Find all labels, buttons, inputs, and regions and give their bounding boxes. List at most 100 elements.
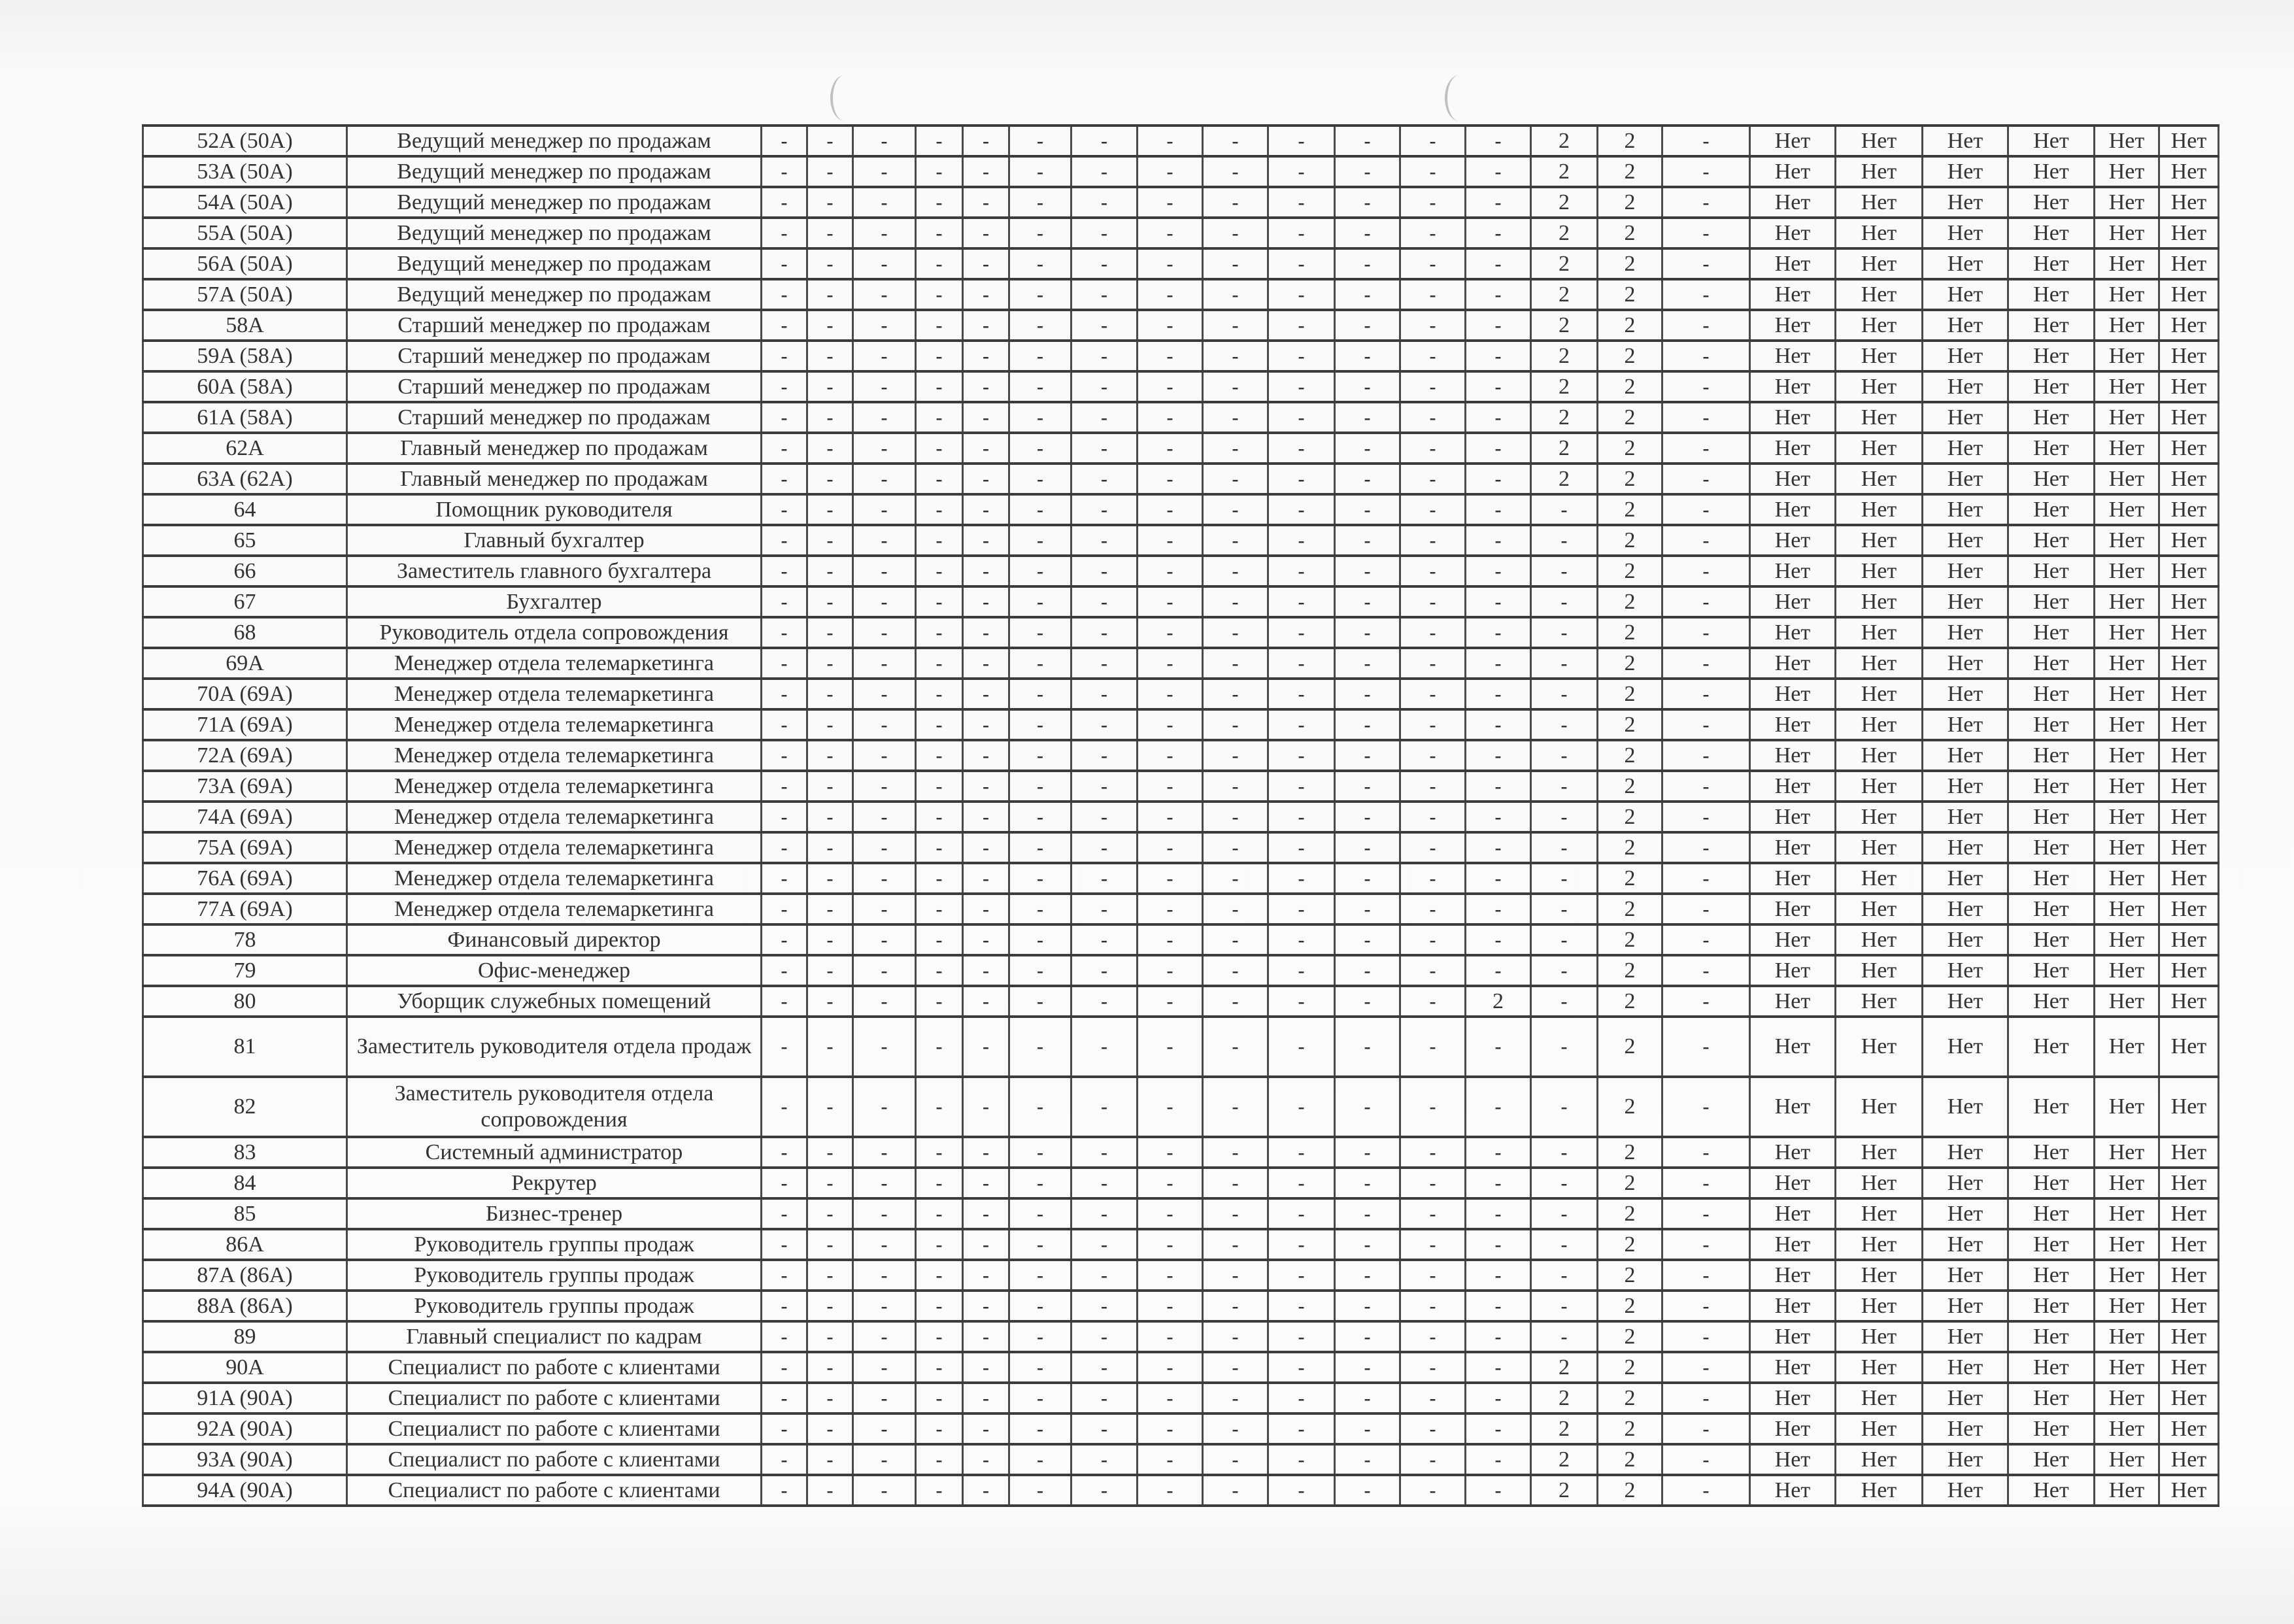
value-cell: 2 (1596, 770, 1663, 803)
value-cell: - (1464, 1259, 1532, 1292)
position-id-cell: 62A (142, 431, 348, 465)
value-cell: - (1008, 862, 1072, 895)
value-cell: - (1530, 1197, 1598, 1230)
value-cell: - (1008, 462, 1072, 496)
value-cell: - (760, 892, 808, 926)
value-cell: 2 (1530, 278, 1598, 311)
no-cell: Нет (1749, 1289, 1836, 1323)
no-cell: Нет (1749, 1197, 1836, 1230)
value-cell: 2 (1596, 1443, 1663, 1476)
position-id-cell: 56A (50A) (142, 247, 348, 280)
punch-hole-mark (830, 75, 859, 121)
value-cell: - (1661, 1259, 1751, 1292)
no-cell: Нет (1921, 1412, 2009, 1446)
value-cell: - (1334, 554, 1401, 588)
value-cell: - (1202, 739, 1269, 772)
value-cell: - (1530, 524, 1598, 557)
no-cell: Нет (2007, 616, 2095, 649)
value-cell: - (1008, 677, 1072, 711)
value-cell: - (852, 1015, 917, 1078)
no-cell: Нет (2007, 524, 2095, 557)
no-cell: Нет (1921, 708, 2009, 741)
value-cell: - (760, 954, 808, 987)
value-cell: - (1399, 647, 1466, 680)
position-id-cell: 74A (69A) (142, 800, 348, 834)
table-row: 80 Уборщик служебных помещений - - - - - - - - - - -… (142, 985, 2219, 1018)
value-cell: - (1334, 186, 1401, 219)
no-cell: Нет (1834, 216, 1923, 250)
no-cell: Нет (1749, 1259, 1836, 1292)
value-cell: - (1399, 585, 1466, 618)
position-id-cell: 87A (86A) (142, 1259, 348, 1292)
value-cell: - (760, 1351, 808, 1384)
no-cell: Нет (1834, 616, 1923, 649)
value-cell: - (1661, 1228, 1751, 1261)
position-title-cell: Специалист по работе с клиентами (346, 1412, 762, 1446)
value-cell: 2 (1530, 1412, 1598, 1446)
value-cell: - (1464, 1166, 1532, 1200)
no-cell: Нет (1834, 1197, 1923, 1230)
table-row: 86A Руководитель группы продаж - - - - - - - - - - -… (142, 1228, 2219, 1261)
value-cell: - (806, 309, 854, 342)
value-cell: - (1334, 1166, 1401, 1200)
value-cell: 2 (1596, 647, 1663, 680)
position-id-cell: 85 (142, 1197, 348, 1230)
position-title-cell: Ведущий менеджер по продажам (346, 278, 762, 311)
table-row: 75A (69A) Менеджер отдела телемаркетинга -… (142, 831, 2219, 864)
no-cell: Нет (1834, 1474, 1923, 1507)
value-cell: - (1136, 923, 1204, 956)
no-cell: Нет (1834, 401, 1923, 434)
value-cell: - (915, 862, 964, 895)
value-cell: - (1136, 616, 1204, 649)
table-row: 93A (90A) Специалист по работе с клиентам… (142, 1443, 2219, 1476)
value-cell: - (852, 862, 917, 895)
table-body: 52A (50A) Ведущий менеджер по продажам - - -… (142, 124, 2219, 1507)
value-cell: - (1070, 309, 1138, 342)
no-cell: Нет (1834, 1320, 1923, 1353)
position-id-cell: 88A (86A) (142, 1289, 348, 1323)
position-title-cell: Ведущий менеджер по продажам (346, 186, 762, 219)
value-cell: - (1334, 647, 1401, 680)
value-cell: - (760, 1443, 808, 1476)
no-cell: Нет (2093, 1228, 2160, 1261)
value-cell: - (1661, 647, 1751, 680)
value-cell: - (852, 1474, 917, 1507)
value-cell: - (1464, 770, 1532, 803)
no-cell: Нет (2158, 1015, 2219, 1078)
value-cell: - (1202, 401, 1269, 434)
value-cell: - (915, 1166, 964, 1200)
position-id-cell: 69A (142, 647, 348, 680)
position-title-cell: Менеджер отдела телемаркетинга (346, 708, 762, 741)
value-cell: - (1008, 186, 1072, 219)
value-cell: - (760, 401, 808, 434)
no-cell: Нет (1834, 1228, 1923, 1261)
no-cell: Нет (2007, 1381, 2095, 1415)
value-cell: - (806, 1259, 854, 1292)
value-cell: - (1267, 1136, 1336, 1169)
value-cell: - (1070, 954, 1138, 987)
position-id-cell: 84 (142, 1166, 348, 1200)
no-cell: Нет (2007, 954, 2095, 987)
no-cell: Нет (2093, 186, 2160, 219)
position-title-cell: Старший менеджер по продажам (346, 309, 762, 342)
value-cell: - (760, 339, 808, 373)
no-cell: Нет (1834, 1381, 1923, 1415)
value-cell: - (1661, 1075, 1751, 1138)
value-cell: - (760, 831, 808, 864)
value-cell: - (1464, 892, 1532, 926)
value-cell: - (1530, 585, 1598, 618)
no-cell: Нет (2158, 862, 2219, 895)
value-cell: - (806, 155, 854, 188)
no-cell: Нет (2093, 585, 2160, 618)
value-cell: - (852, 985, 917, 1018)
value-cell: - (1267, 155, 1336, 188)
value-cell: - (1661, 124, 1751, 158)
position-id-cell: 71A (69A) (142, 708, 348, 741)
value-cell: - (1267, 554, 1336, 588)
value-cell: - (1399, 1320, 1466, 1353)
no-cell: Нет (2158, 216, 2219, 250)
no-cell: Нет (2158, 831, 2219, 864)
value-cell: - (1070, 1320, 1138, 1353)
no-cell: Нет (1921, 247, 2009, 280)
value-cell: - (915, 677, 964, 711)
